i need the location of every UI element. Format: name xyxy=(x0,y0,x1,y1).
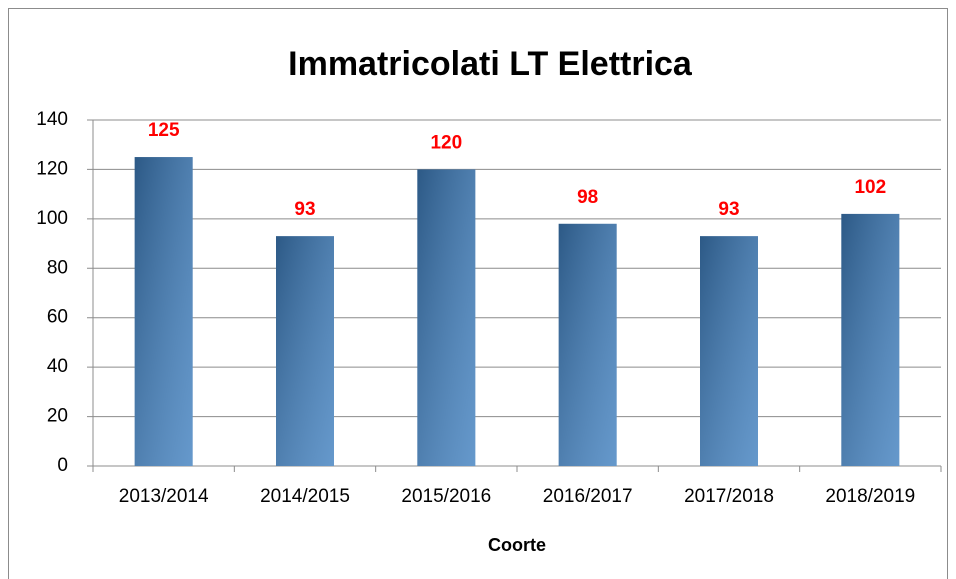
data-label: 120 xyxy=(430,132,462,153)
y-tick-label: 80 xyxy=(47,257,68,278)
x-axis-label: Coorte xyxy=(488,535,546,555)
x-tick-label: 2013/2014 xyxy=(119,486,209,507)
y-tick-label: 60 xyxy=(47,307,68,328)
bar-shade xyxy=(700,236,758,466)
y-tick-label: 140 xyxy=(36,109,68,130)
y-tick-label: 100 xyxy=(36,208,68,229)
y-tick-label: 120 xyxy=(36,158,68,179)
x-tick-label: 2014/2015 xyxy=(260,486,350,507)
y-tick-label: 40 xyxy=(47,356,68,377)
bar-shade xyxy=(276,236,334,466)
bar-shade xyxy=(134,157,193,467)
data-label: 125 xyxy=(148,120,180,141)
data-label: 93 xyxy=(294,199,315,220)
bar-shade xyxy=(841,213,900,466)
x-tick-label: 2017/2018 xyxy=(684,486,774,507)
data-label: 93 xyxy=(718,199,739,220)
chart-title: Immatricolati LT Elettrica xyxy=(288,45,693,83)
data-label: 98 xyxy=(577,187,598,208)
y-tick-label: 20 xyxy=(47,406,68,427)
x-tick-label: 2018/2019 xyxy=(825,486,915,507)
bar-shade xyxy=(417,169,476,466)
y-tick-label: 0 xyxy=(57,455,68,476)
bar-shade xyxy=(558,223,617,466)
data-label: 102 xyxy=(854,177,886,198)
x-tick-label: 2016/2017 xyxy=(543,486,633,507)
x-tick-label: 2015/2016 xyxy=(401,486,491,507)
